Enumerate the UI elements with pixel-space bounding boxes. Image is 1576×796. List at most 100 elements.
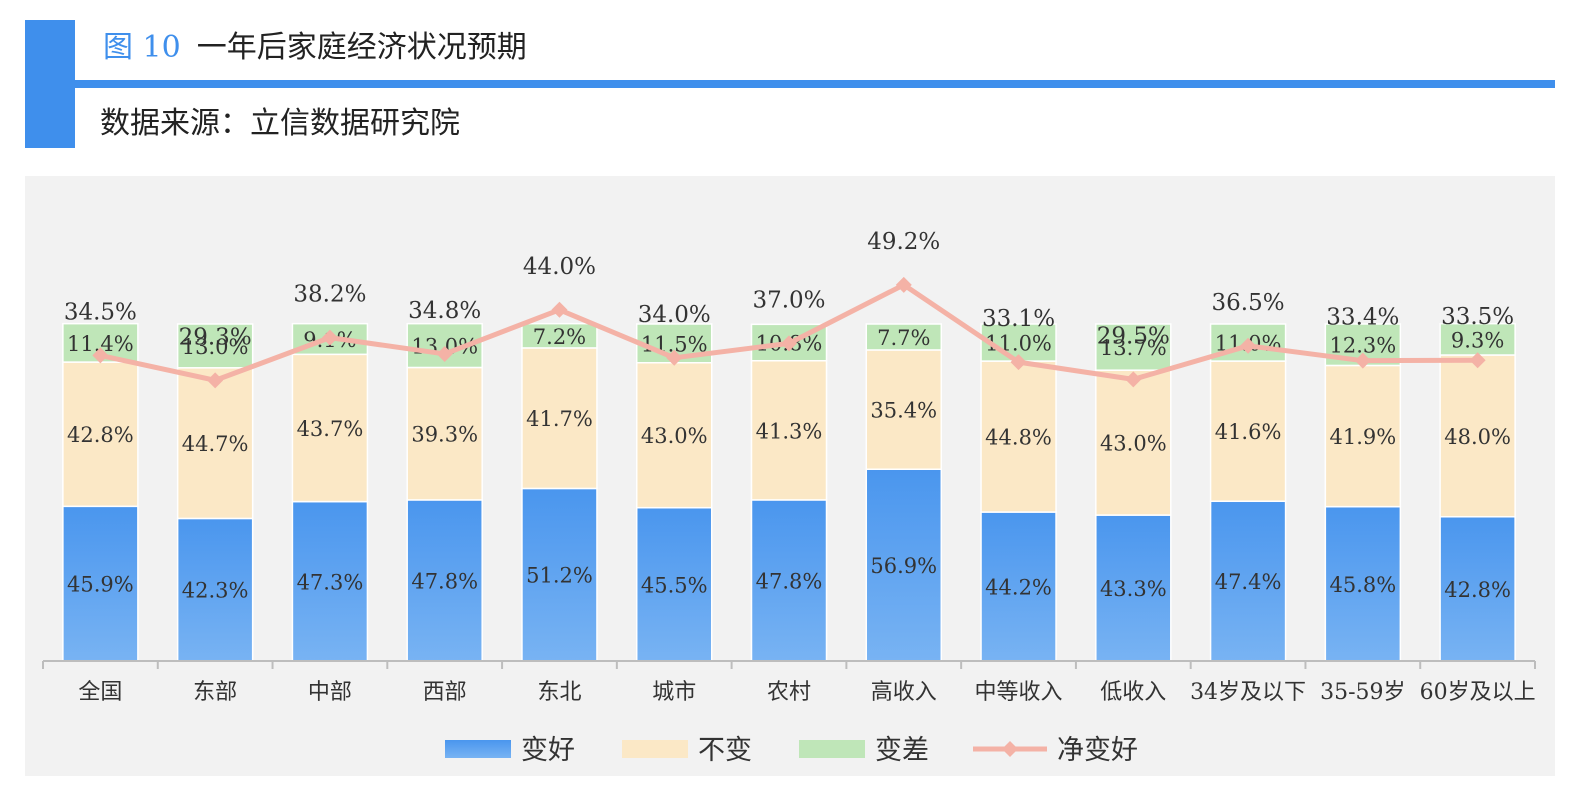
- bar-value-label: 41.7%: [526, 407, 593, 431]
- figure-title: 图 10 一年后家庭经济状况预期: [103, 28, 527, 68]
- bar-value-label: 56.9%: [870, 554, 937, 578]
- bars-layer: 45.9%42.8%11.4%42.3%44.7%13.0%47.3%43.7%…: [62, 322, 1516, 662]
- bar-value-label: 45.8%: [1329, 573, 1396, 597]
- net-series-point: [1354, 352, 1371, 369]
- net-series-point: [321, 329, 338, 346]
- bar-value-label: 47.8%: [411, 569, 478, 593]
- bar-segment: [176, 367, 254, 520]
- net-series-point: [1469, 352, 1486, 369]
- bar-segment: [750, 359, 828, 501]
- bar-segment: [1439, 354, 1516, 518]
- net-series-point: [92, 347, 109, 364]
- bar-segment: [1095, 323, 1172, 371]
- bar-value-label: 43.7%: [297, 417, 364, 441]
- x-tick-label: 农村: [767, 680, 811, 705]
- x-tick-label: 低收入: [1100, 680, 1166, 705]
- bar-value-label: 45.9%: [67, 573, 134, 597]
- bar-value-label: 9.3%: [1451, 328, 1504, 352]
- bar-value-label: 43.0%: [641, 424, 708, 448]
- net-value-label: 34.8%: [408, 298, 481, 324]
- net-value-label: 49.2%: [867, 229, 940, 255]
- net-value-label: 38.2%: [293, 282, 366, 308]
- bar-segment: [980, 511, 1057, 662]
- bar-segment: [750, 499, 828, 662]
- bar-value-label: 47.8%: [756, 569, 823, 593]
- net-series-point: [207, 372, 224, 389]
- bar-segment: [865, 349, 943, 470]
- bar-segment: [865, 468, 943, 662]
- bar-value-label: 42.3%: [182, 579, 249, 603]
- net-series-point: [1125, 371, 1142, 388]
- bar-segment: [865, 323, 943, 351]
- legend-label: 变好: [521, 735, 575, 766]
- header-accent-block: [25, 20, 75, 148]
- legend-swatch: [622, 740, 688, 758]
- x-axis: 全国 东部 中部 西部 东北 城市 农村 高收入 中等收入 低收入 34岁及以下 35-59岁 60岁及…: [42, 660, 1536, 705]
- legend-swatch: [799, 740, 865, 758]
- bar-segment: [1439, 322, 1516, 356]
- bar-segment: [62, 361, 139, 508]
- bar-value-label: 44.8%: [985, 426, 1052, 450]
- net-value-label: 33.1%: [982, 306, 1055, 332]
- bar-value-label: 41.3%: [756, 419, 823, 443]
- bar-value-label: 45.5%: [641, 573, 708, 597]
- net-value-label: 36.5%: [1212, 290, 1285, 316]
- bar-segment: [1324, 364, 1402, 508]
- bar-value-label: 43.0%: [1100, 432, 1167, 456]
- bar-value-label: 39.3%: [411, 423, 478, 447]
- net-series-point: [781, 335, 797, 352]
- bar-value-label: 48.0%: [1444, 425, 1511, 449]
- bar-value-label: 13.7%: [1100, 336, 1167, 360]
- bar-value-label: 47.4%: [1215, 570, 1282, 594]
- x-tick-label: 高收入: [871, 680, 937, 705]
- net-value-label: 37.0%: [752, 287, 825, 313]
- legend-label: 不变: [698, 735, 752, 766]
- bar-segment: [291, 353, 369, 503]
- bar-value-label: 43.3%: [1100, 577, 1167, 601]
- bar-value-label: 41.6%: [1215, 420, 1282, 444]
- bar-segment: [635, 506, 713, 662]
- net-value-label: 33.4%: [1326, 305, 1399, 331]
- x-tick-label: 东北: [537, 680, 581, 705]
- net-value-label: 29.3%: [179, 324, 252, 350]
- x-tick-label: 中等收入: [975, 680, 1063, 705]
- bar-value-label: 13.0%: [182, 335, 249, 359]
- chart-panel: 45.9% 42.8% 11.4% 42.3% 44.7% 13.0% 47.3% 43.7%…: [25, 176, 1555, 776]
- bar-segment: [406, 499, 483, 662]
- bar-value-label: 11.0%: [985, 332, 1052, 356]
- legend-label: 变差: [875, 735, 929, 766]
- legend: 变好 不变 变差 净变好: [445, 735, 1138, 766]
- x-tick-label: 东部: [193, 680, 237, 705]
- legend-label: 净变好: [1057, 735, 1138, 766]
- net-series-point: [895, 276, 912, 293]
- net-value-label: 44.0%: [523, 254, 596, 280]
- figure-title-text: 一年后家庭经济状况预期: [196, 30, 527, 65]
- legend-swatch: [445, 740, 511, 758]
- bar-value-label: 42.8%: [1444, 578, 1511, 602]
- net-value-label: 33.5%: [1441, 304, 1514, 330]
- net-series-point: [1240, 337, 1257, 354]
- bar-segment: [521, 322, 598, 349]
- bar-segment: [980, 360, 1057, 513]
- bar-value-label: 42.8%: [67, 423, 134, 447]
- x-tick-label: 城市: [652, 680, 696, 705]
- bar-segment: [521, 347, 598, 490]
- bar-segment: [635, 362, 713, 509]
- net-value-label: 34.0%: [638, 302, 711, 328]
- net-series-point: [1010, 354, 1027, 371]
- x-tick-label: 35-59岁: [1320, 680, 1405, 705]
- x-tick-label: 全国: [78, 680, 122, 705]
- net-series-point: [436, 345, 453, 362]
- bar-value-label: 51.2%: [526, 564, 593, 588]
- legend-swatch-marker: [1002, 741, 1018, 757]
- x-tick-label: 60岁及以上: [1420, 680, 1536, 705]
- bar-value-label: 35.4%: [870, 399, 937, 423]
- bar-segment: [291, 500, 369, 662]
- net-value-label: 29.5%: [1097, 323, 1170, 349]
- x-tick-label: 中部: [308, 680, 352, 705]
- bar-value-label: 44.2%: [985, 576, 1052, 600]
- net-series-point: [666, 349, 683, 366]
- bar-segment: [62, 505, 139, 662]
- data-source: 数据来源：立信数据研究院: [100, 106, 460, 141]
- bar-segment: [176, 323, 254, 369]
